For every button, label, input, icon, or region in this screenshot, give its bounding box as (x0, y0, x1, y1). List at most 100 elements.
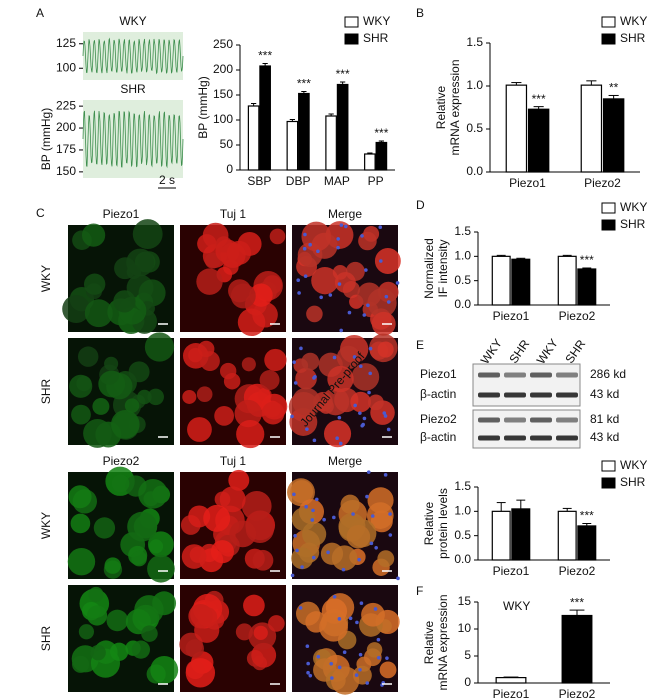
blot-band (478, 372, 500, 378)
nucleus (383, 473, 388, 477)
nucleus (316, 249, 320, 254)
blot-size-label: 286 kd (590, 367, 626, 381)
x-tick-label: PP (368, 174, 384, 188)
cell (98, 370, 126, 398)
nucleus (293, 381, 298, 385)
cell (336, 345, 361, 370)
cell (72, 655, 90, 673)
cell (334, 272, 356, 293)
cell (196, 268, 223, 295)
nucleus (302, 246, 307, 251)
nucleus (292, 492, 296, 497)
x-tick-label: Piezo2 (559, 564, 596, 578)
y-tick-label: 100 (213, 112, 233, 126)
nucleus (298, 606, 303, 610)
nucleus (351, 512, 355, 516)
nucleus (368, 346, 373, 351)
nucleus (314, 497, 319, 502)
nucleus (358, 668, 362, 672)
cell (366, 502, 394, 529)
nucleus (366, 303, 370, 308)
blot-band (504, 392, 526, 398)
legend-label: SHR (620, 475, 646, 489)
nucleus (299, 346, 303, 351)
cell (188, 347, 203, 363)
cell (306, 305, 323, 323)
nucleus (330, 676, 334, 680)
cell (110, 642, 129, 661)
blot-size-label: 43 kd (590, 430, 619, 444)
cell (131, 640, 151, 659)
nucleus (311, 555, 316, 560)
cell (126, 248, 155, 277)
nucleus (354, 673, 359, 677)
bar (557, 255, 577, 306)
nucleus (360, 234, 364, 238)
nucleus (319, 295, 323, 300)
y-tick-label: 0.5 (466, 121, 483, 135)
blot-size-label: 43 kd (590, 387, 619, 401)
y-tick-label: 100 (56, 60, 76, 74)
cell (90, 644, 106, 661)
nucleus (353, 403, 357, 408)
y-tick-label: 150 (213, 87, 233, 101)
trace-title: WKY (119, 14, 146, 28)
cell (141, 625, 158, 642)
nucleus (310, 518, 315, 522)
blot-band (530, 392, 552, 398)
nucleus (384, 294, 389, 299)
nucleus (290, 414, 294, 419)
x-tick-label: SBP (247, 174, 271, 188)
cell (147, 554, 175, 583)
blot-band (478, 392, 500, 398)
row-label: SHR (39, 626, 53, 652)
nucleus (370, 514, 375, 518)
y-axis-label: mRNA expression (448, 59, 462, 155)
y-axis-label: BP (mmHg) (39, 108, 53, 170)
nucleus (332, 355, 337, 360)
cell (214, 406, 235, 426)
y-tick-label: 50 (220, 137, 234, 151)
legend-label: SHR (363, 31, 389, 45)
cell (128, 361, 150, 383)
nucleus (358, 411, 362, 415)
legend-swatch (601, 33, 616, 45)
cell (77, 346, 99, 367)
y-axis-label: Relative (422, 621, 436, 665)
x-tick-label: Piezo1 (509, 176, 546, 190)
significance-label: *** (374, 126, 388, 140)
panel-letter: E (416, 338, 424, 352)
bar (511, 258, 531, 306)
y-tick-label: 1.5 (466, 35, 483, 49)
significance-label: *** (297, 77, 311, 91)
legend-label: SHR (620, 31, 646, 45)
cell (69, 374, 93, 398)
bar (580, 84, 603, 173)
nucleus (339, 223, 344, 227)
bar (527, 108, 550, 173)
legend-swatch (344, 16, 359, 28)
cell (291, 547, 314, 570)
nucleus (306, 670, 310, 675)
nucleus (337, 665, 342, 670)
cell (253, 625, 268, 640)
cell (243, 594, 265, 617)
legend-label: WKY (620, 458, 647, 472)
cell (104, 356, 119, 371)
nucleus (312, 438, 317, 443)
significance-label: *** (336, 67, 350, 81)
y-tick-label: 0.0 (454, 552, 471, 566)
y-axis-label: BP (mmHg) (196, 76, 210, 138)
cell (86, 605, 108, 626)
bar (286, 120, 299, 171)
y-axis-label: Relative (434, 86, 448, 130)
bar (336, 83, 349, 171)
nucleus (303, 274, 308, 279)
cell (252, 549, 274, 571)
nucleus (388, 512, 392, 516)
nucleus (373, 607, 378, 611)
x-tick-label: MAP (324, 174, 350, 188)
cell (287, 478, 315, 507)
bar (325, 115, 337, 171)
cell (210, 540, 234, 564)
